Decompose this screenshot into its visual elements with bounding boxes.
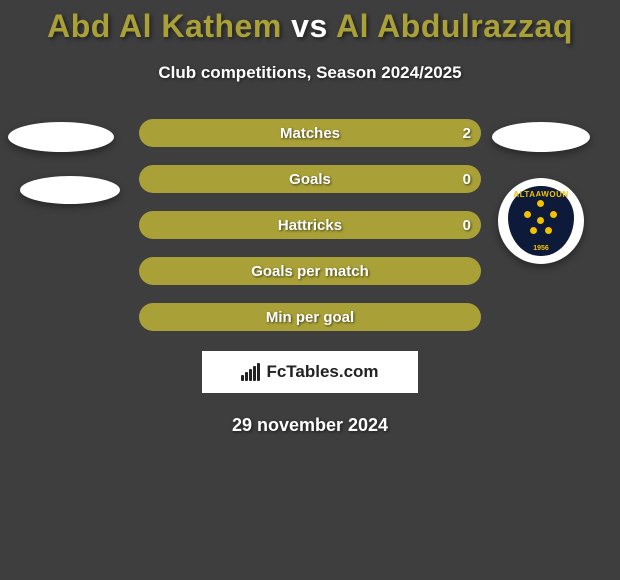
player2-name: Al Abdulrazzaq — [336, 8, 573, 44]
stat-row-mpg: Min per goal — [139, 303, 481, 331]
club-year: 1956 — [508, 245, 573, 252]
player-photo-placeholder-right-1 — [492, 122, 590, 152]
stat-right: 0 — [463, 171, 471, 188]
stat-label: Matches — [280, 125, 340, 142]
club-shield-icon: ALTAAWOUN FC 1956 — [508, 186, 573, 257]
vs-text: vs — [291, 8, 328, 44]
stat-label: Goals — [289, 171, 331, 188]
stat-row-goals: Goals 0 — [139, 165, 481, 193]
stat-right: 2 — [463, 125, 471, 142]
subtitle: Club competitions, Season 2024/2025 — [0, 63, 620, 83]
stat-label: Goals per match — [251, 263, 369, 280]
player1-name: Abd Al Kathem — [47, 8, 282, 44]
stat-row-gpm: Goals per match — [139, 257, 481, 285]
stat-label: Hattricks — [278, 217, 342, 234]
bar-chart-icon — [241, 363, 260, 381]
date: 29 november 2024 — [0, 415, 620, 436]
player-photo-placeholder-left-2 — [20, 176, 120, 204]
club-badge: ALTAAWOUN FC 1956 — [498, 178, 584, 264]
stat-label: Min per goal — [266, 309, 354, 326]
player-photo-placeholder-left-1 — [8, 122, 114, 152]
stat-right: 0 — [463, 217, 471, 234]
page-title: Abd Al Kathem vs Al Abdulrazzaq — [0, 0, 620, 45]
stat-row-matches: Matches 2 — [139, 119, 481, 147]
brand-box: FcTables.com — [202, 351, 418, 393]
brand-text: FcTables.com — [266, 362, 378, 382]
club-dots-icon — [518, 196, 564, 245]
stat-row-hattricks: Hattricks 0 — [139, 211, 481, 239]
club-shield-inner — [518, 196, 564, 245]
